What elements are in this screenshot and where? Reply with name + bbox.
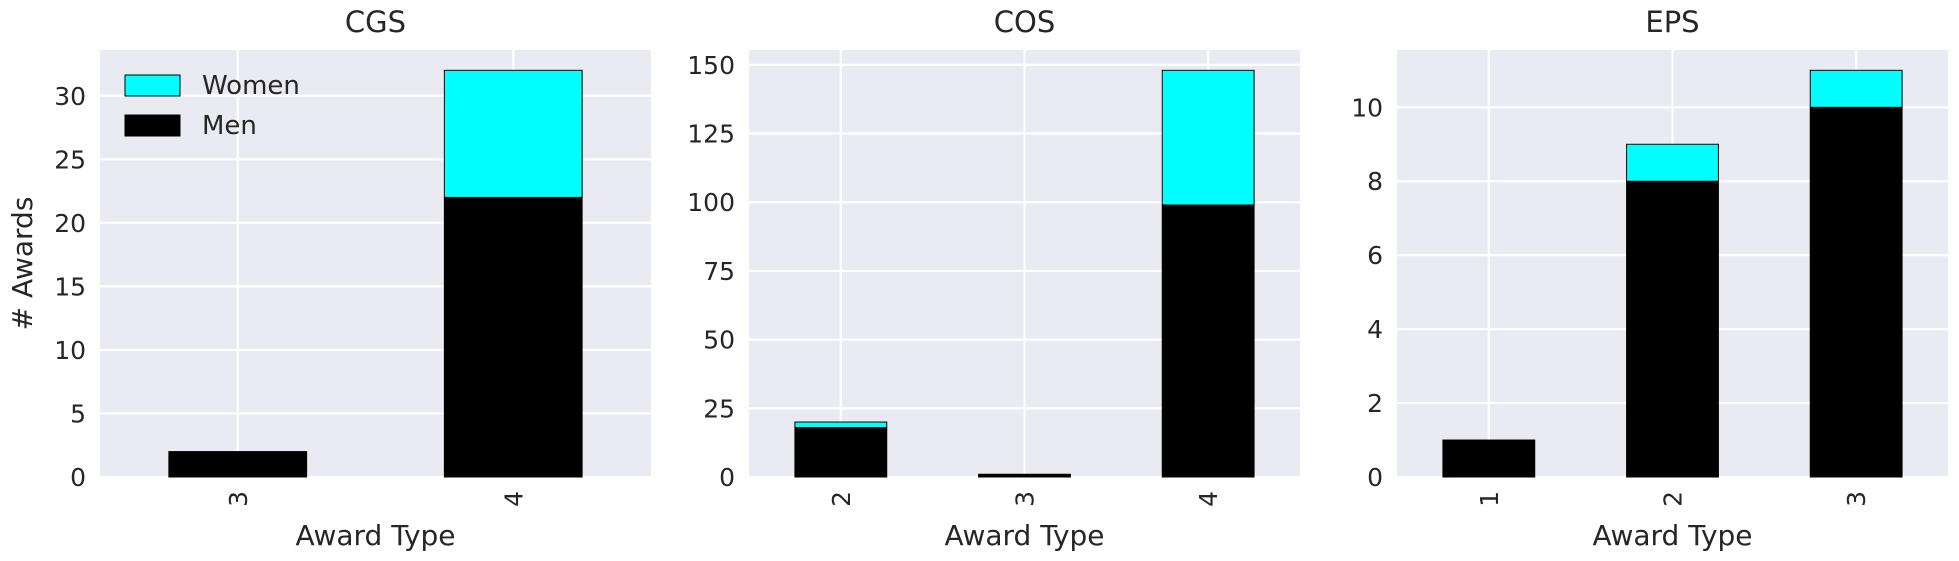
bar-men-4	[1161, 204, 1255, 478]
x-tick-label: 4	[1194, 491, 1223, 507]
x-tick-label: 3	[224, 491, 253, 507]
y-tick-label: 8	[1367, 167, 1383, 196]
bar-men-4	[443, 196, 583, 478]
x-tick-label: 1	[1475, 491, 1504, 507]
bar-men-2	[1626, 180, 1719, 478]
x-axis-label: Award Type	[1592, 519, 1752, 552]
bar-men-3	[978, 473, 1071, 478]
bar-women-4	[1161, 69, 1255, 206]
legend-swatch-men	[124, 114, 181, 137]
x-axis-label: Award Type	[295, 519, 455, 552]
x-tick-label: 2	[827, 491, 856, 507]
y-tick-label: 25	[54, 145, 86, 174]
chart-title: EPS	[1645, 5, 1699, 39]
y-tick-label: 2	[1367, 389, 1383, 418]
chart-title: CGS	[345, 5, 406, 39]
y-tick-label: 30	[54, 82, 86, 111]
bar-women-2	[1626, 143, 1719, 182]
x-axis-label: Award Type	[944, 519, 1104, 552]
y-tick-label: 0	[719, 463, 735, 492]
bar-men-2	[794, 427, 888, 478]
bar-men-3	[168, 451, 308, 478]
y-tick-label: 5	[70, 399, 86, 428]
legend: Women Men	[124, 71, 300, 141]
y-tick-label: 4	[1367, 315, 1383, 344]
y-tick-label: 100	[687, 188, 735, 217]
bar-women-4	[443, 69, 583, 198]
x-tick-label: 3	[1011, 491, 1040, 507]
x-tick-label: 3	[1842, 491, 1871, 507]
legend-label-women: Women	[202, 71, 300, 101]
y-tick-label: 10	[1351, 93, 1383, 122]
legend-swatch-women	[124, 74, 181, 97]
y-tick-label: 6	[1367, 241, 1383, 270]
y-axis-label: # Awards	[6, 197, 39, 331]
y-tick-label: 50	[703, 326, 735, 355]
y-tick-label: 0	[70, 463, 86, 492]
panel-cos: 0 25 50 75 100 125 150 2 3 4 COS Award Type	[687, 5, 1300, 552]
y-tick-label: 20	[54, 209, 86, 238]
y-tick-label: 150	[687, 51, 735, 80]
y-tick-label: 0	[1367, 463, 1383, 492]
bar-women-2	[794, 421, 888, 429]
y-tick-label: 75	[703, 257, 735, 286]
y-tick-label: 15	[54, 272, 86, 301]
legend-label-men: Men	[202, 111, 257, 141]
y-tick-label: 10	[54, 336, 86, 365]
chart-title: COS	[994, 5, 1055, 39]
bar-men-1	[1442, 439, 1536, 478]
x-tick-label: 2	[1659, 491, 1688, 507]
y-tick-label: 125	[687, 120, 735, 149]
panel-cgs: 0 5 10 15 20 25 30 3 4 CGS Award Type # Awards Women…	[6, 5, 651, 552]
y-tick-label: 25	[703, 394, 735, 423]
bar-women-3	[1809, 69, 1903, 108]
bar-men-3	[1809, 106, 1903, 478]
x-tick-label: 4	[499, 491, 528, 507]
